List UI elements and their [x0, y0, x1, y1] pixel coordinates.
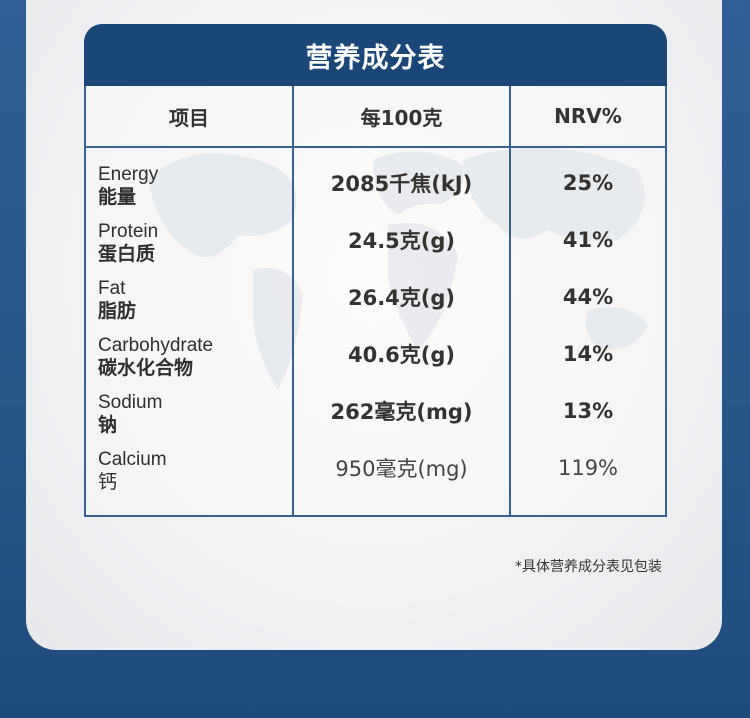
nutrient-name: Energy 能量 — [98, 164, 298, 208]
per100g-value: 24.5克(g) — [347, 228, 456, 253]
nutrient-name-en: Fat — [98, 278, 126, 299]
table-title: 营养成分表 — [305, 42, 446, 74]
nutrient-name: Protein 蛋白质 — [98, 221, 298, 265]
table-row: Carbohydrate 碳水化合物 40.6克(g) 14% — [86, 325, 665, 382]
nutrient-name-zh: 钠 — [98, 414, 118, 436]
nutrient-name-en: Sodium — [98, 392, 163, 413]
nutrient-name-en: Energy — [98, 164, 159, 185]
per100g-value: 26.4克(g) — [347, 285, 456, 310]
footnote: *具体营养成分表见包装 — [515, 559, 662, 575]
nrv-value: 41% — [562, 227, 614, 252]
nutrition-table: 营养成分表 项目 每100克 NRV% Energy 能量 2085千焦(kJ)… — [84, 24, 667, 517]
column-divider — [292, 86, 294, 515]
nutrient-name-zh: 能量 — [98, 186, 137, 208]
nutrient-name: Carbohydrate 碳水化合物 — [98, 335, 298, 379]
nrv-value: 14% — [562, 341, 614, 366]
per100g-value: 950毫克(mg) — [335, 456, 468, 481]
nutrient-name-zh: 脂肪 — [98, 300, 137, 322]
nrv-value: 25% — [562, 170, 614, 195]
nutrient-name-zh: 钙 — [98, 471, 118, 493]
nutrient-name: Fat 脂肪 — [98, 278, 298, 322]
column-divider — [509, 86, 511, 515]
nutrient-name-en: Carbohydrate — [98, 335, 214, 356]
table-header-bar: 营养成分表 — [84, 24, 667, 86]
nutrient-name-zh: 碳水化合物 — [98, 357, 194, 379]
column-header-nrv: NRV% — [554, 104, 622, 128]
table-row: Protein 蛋白质 24.5克(g) 41% — [86, 211, 665, 268]
per100g-value: 262毫克(mg) — [330, 399, 473, 424]
table-row: Fat 脂肪 26.4克(g) 44% — [86, 268, 665, 325]
table-grid: 项目 每100克 NRV% Energy 能量 2085千焦(kJ) 25% P… — [84, 86, 667, 517]
per100g-value: 40.6克(g) — [347, 342, 456, 367]
table-row: Calcium 钙 950毫克(mg) 119% — [86, 439, 665, 496]
nrv-value: 13% — [562, 398, 614, 423]
nutrient-name: Calcium 钙 — [98, 449, 298, 493]
nutrient-name-zh: 蛋白质 — [98, 243, 156, 265]
content-card — [26, 0, 722, 650]
nutrient-name: Sodium 钠 — [98, 392, 298, 436]
table-row: Sodium 钠 262毫克(mg) 13% — [86, 382, 665, 439]
nrv-value: 44% — [562, 284, 614, 309]
nutrient-name-en: Calcium — [98, 449, 167, 470]
nrv-value: 119% — [557, 455, 619, 480]
nutrient-name-en: Protein — [98, 221, 159, 242]
world-map-watermark — [148, 147, 648, 390]
column-header-per100g: 每100克 — [360, 105, 443, 130]
column-header-item: 项目 — [169, 105, 209, 130]
header-divider — [86, 146, 665, 148]
table-row: Energy 能量 2085千焦(kJ) 25% — [86, 154, 665, 211]
per100g-value: 2085千焦(kJ) — [330, 171, 473, 196]
